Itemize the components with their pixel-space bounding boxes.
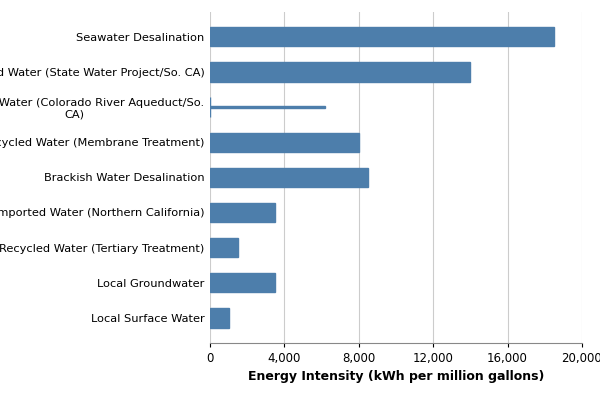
Bar [210,62,470,81]
Bar [210,273,275,293]
Bar [210,308,229,328]
Bar [210,238,238,257]
X-axis label: Energy Intensity (kWh per million gallons): Energy Intensity (kWh per million gallon… [248,370,544,383]
Bar [210,168,368,187]
Bar [210,133,359,152]
Bar [210,27,554,46]
Bar [210,203,275,222]
Bar [210,106,325,108]
